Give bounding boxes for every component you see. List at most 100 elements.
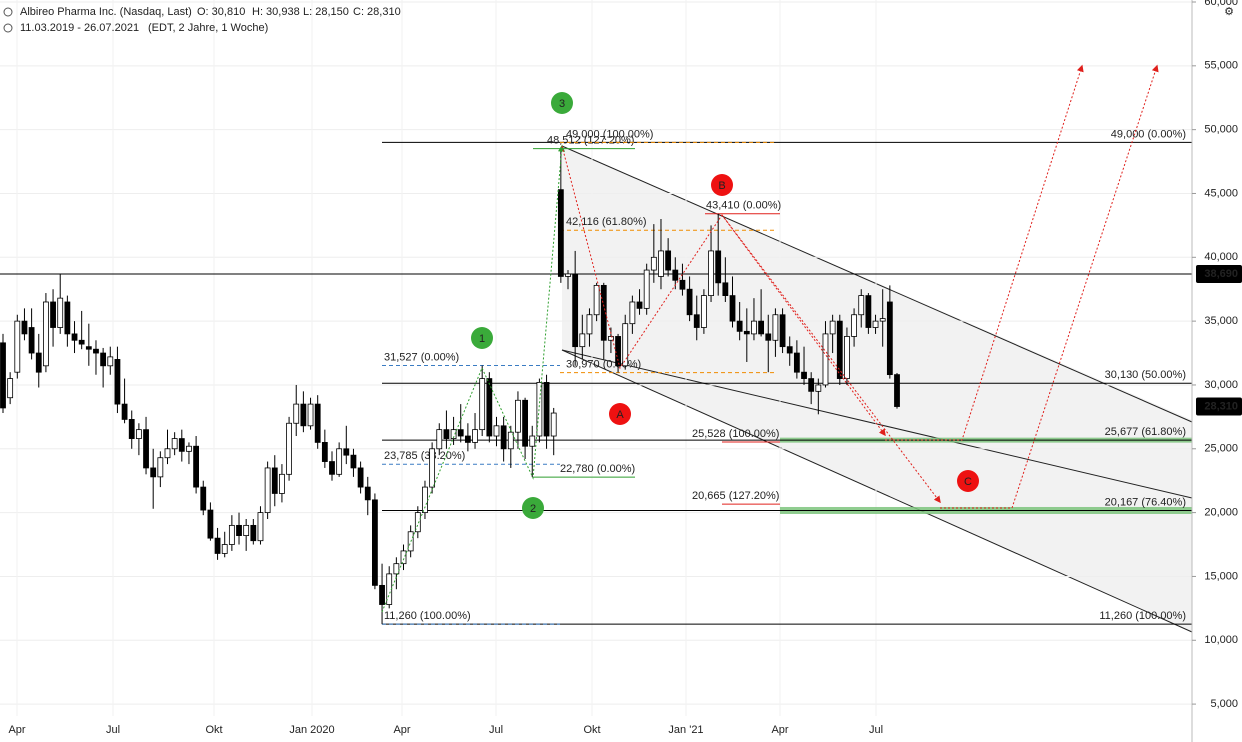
candle-body bbox=[57, 297, 64, 328]
candle-body bbox=[443, 429, 450, 439]
candle-body bbox=[250, 524, 257, 542]
projection-path bbox=[940, 64, 1159, 509]
price-box-label: 38,690 bbox=[1204, 268, 1238, 280]
x-tick-label: Jul bbox=[489, 724, 503, 736]
candle-body bbox=[593, 284, 600, 316]
candle-body bbox=[765, 333, 772, 341]
candle-body bbox=[422, 486, 428, 514]
candle-body bbox=[686, 288, 693, 316]
candle-body bbox=[522, 399, 528, 447]
wave-marker bbox=[957, 470, 979, 492]
channel-line bbox=[561, 349, 1193, 633]
level-label: 25,677 (61.80%) bbox=[1105, 426, 1186, 438]
candle-body bbox=[786, 346, 793, 354]
candle-body bbox=[436, 429, 443, 450]
candle-body bbox=[207, 509, 214, 539]
y-tick-label: 55,000 bbox=[1204, 60, 1238, 72]
wave-path bbox=[721, 214, 941, 504]
candle-body bbox=[507, 431, 514, 450]
channel-fill bbox=[562, 146, 1192, 632]
candle-body bbox=[93, 348, 99, 354]
candle-body bbox=[751, 320, 757, 335]
level-label: 11,260 (100.00%) bbox=[1099, 610, 1186, 622]
channel-line bbox=[561, 145, 1193, 423]
candle-body bbox=[121, 403, 128, 420]
candle-body bbox=[464, 435, 471, 443]
instrument-name: Albireo Pharma Inc. (Nasdaq, Last) bbox=[20, 6, 192, 18]
price-box-label: 28,310 bbox=[1204, 400, 1238, 412]
price-box bbox=[1196, 265, 1242, 284]
candle-body bbox=[693, 314, 700, 328]
x-tick-label: Apr bbox=[8, 724, 25, 736]
wave-marker bbox=[551, 92, 573, 114]
candle-body bbox=[71, 333, 78, 341]
wave-marker bbox=[471, 327, 493, 349]
candle-body bbox=[7, 378, 14, 399]
candle-body bbox=[629, 301, 636, 325]
candle-body bbox=[622, 323, 629, 367]
settings-icon[interactable]: ⚙ bbox=[1224, 6, 1234, 18]
candle-body bbox=[643, 269, 650, 309]
y-tick-label: 25,000 bbox=[1204, 443, 1238, 455]
candle-body bbox=[608, 336, 614, 341]
low: L: 28,150 bbox=[303, 6, 349, 18]
candle-body bbox=[650, 256, 657, 271]
candle-body bbox=[243, 524, 250, 536]
close: C: 28,310 bbox=[353, 6, 401, 18]
candle-body bbox=[708, 250, 714, 297]
candle-body bbox=[314, 403, 321, 443]
candle-body bbox=[307, 403, 314, 427]
candle-body bbox=[729, 295, 736, 322]
candle-body bbox=[858, 295, 865, 316]
x-tick-label: Apr bbox=[393, 724, 410, 736]
candle-body bbox=[536, 382, 543, 437]
level-label: 49,000 (0.00%) bbox=[1111, 128, 1186, 140]
candle-body bbox=[543, 382, 550, 437]
candle-body bbox=[336, 448, 343, 475]
icon bbox=[3, 23, 13, 33]
wave-marker bbox=[711, 174, 733, 196]
projection-path bbox=[885, 64, 1084, 441]
candle-body bbox=[894, 374, 900, 407]
candle-body bbox=[400, 550, 407, 565]
candle-body bbox=[236, 524, 242, 536]
candle-body bbox=[565, 273, 571, 277]
candle-body bbox=[793, 352, 800, 373]
candle-body bbox=[851, 314, 857, 337]
candle-body bbox=[35, 352, 42, 373]
candle-body bbox=[429, 448, 436, 488]
candle-body bbox=[500, 425, 507, 450]
wave-label: C bbox=[964, 476, 972, 488]
candle-body bbox=[135, 429, 142, 439]
grid bbox=[0, 0, 1192, 716]
date-range: 11.03.2019 - 26.07.2021 bbox=[20, 22, 139, 34]
background-layer bbox=[561, 145, 1193, 633]
wave-label: 1 bbox=[479, 333, 485, 345]
candle-body bbox=[779, 314, 786, 348]
x-tick-label: Jul bbox=[106, 724, 120, 736]
candle-body bbox=[450, 429, 457, 439]
candle-body bbox=[286, 422, 292, 475]
candle-body bbox=[279, 473, 285, 494]
wave-path bbox=[381, 144, 565, 613]
level-label: 20,167 (76.40%) bbox=[1105, 496, 1186, 508]
candle-body bbox=[615, 336, 621, 367]
price-box bbox=[1196, 397, 1242, 416]
candle-body bbox=[658, 250, 664, 277]
axis: 5,000 10,000 15,000 20,000 25,000 30,000 35,00… bbox=[8, 0, 1242, 736]
candle-body bbox=[579, 333, 586, 348]
candle-body bbox=[572, 273, 579, 348]
candle-body bbox=[150, 467, 157, 478]
chart-info: (EDT, 2 Jahre, 1 Woche) bbox=[148, 22, 268, 34]
candle-body bbox=[379, 584, 385, 605]
level-label: 43,410 (0.00%) bbox=[706, 200, 781, 212]
candle-body bbox=[78, 339, 85, 345]
candle-body bbox=[157, 457, 164, 478]
candle-body bbox=[879, 318, 886, 322]
y-tick-label: 45,000 bbox=[1204, 187, 1238, 199]
y-tick-label: 40,000 bbox=[1204, 251, 1238, 263]
candle-body bbox=[844, 336, 850, 379]
candle-body bbox=[329, 461, 335, 475]
